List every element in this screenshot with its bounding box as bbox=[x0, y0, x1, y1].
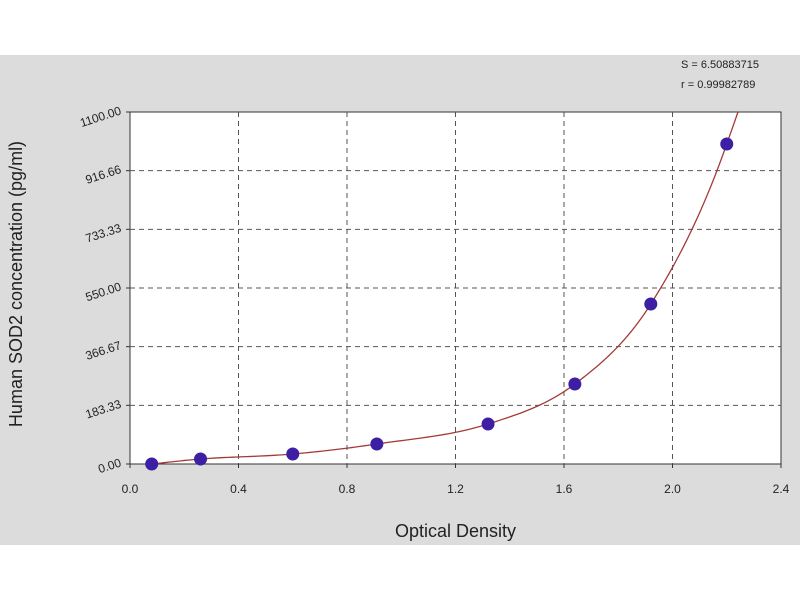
y-tick-label: 1100.00 bbox=[78, 103, 123, 130]
data-point bbox=[568, 377, 582, 391]
data-point bbox=[194, 452, 208, 466]
x-axis-title: Optical Density bbox=[395, 521, 516, 541]
x-axis-ticks: 0.0 0.4 0.8 1.2 1.6 2.0 2.4 bbox=[122, 464, 790, 496]
grid bbox=[130, 112, 781, 464]
data-point bbox=[720, 137, 734, 151]
y-tick-label: 550.00 bbox=[84, 279, 124, 304]
x-tick-label: 1.6 bbox=[556, 482, 573, 496]
x-tick-label: 0.0 bbox=[122, 482, 139, 496]
fit-stat-r: r = 0.99982789 bbox=[681, 79, 755, 91]
x-tick-label: 0.4 bbox=[230, 482, 247, 496]
x-tick-label: 1.2 bbox=[447, 482, 464, 496]
y-tick-label: 916.66 bbox=[84, 162, 124, 187]
data-points bbox=[145, 137, 734, 471]
data-point bbox=[286, 447, 300, 461]
x-tick-label: 2.4 bbox=[773, 482, 790, 496]
data-point bbox=[370, 437, 384, 451]
data-point bbox=[145, 457, 159, 471]
y-axis-title: Human SOD2 concentration (pg/ml) bbox=[6, 141, 26, 427]
x-tick-label: 0.8 bbox=[339, 482, 356, 496]
data-point bbox=[644, 297, 658, 311]
fit-curve bbox=[146, 111, 739, 465]
y-tick-label: 733.33 bbox=[84, 221, 124, 246]
y-axis-ticks: 0.00 183.33 366.67 550.00 733.33 916.66 1100.0… bbox=[78, 103, 130, 476]
x-tick-label: 2.0 bbox=[664, 482, 681, 496]
data-point bbox=[481, 417, 495, 431]
y-tick-label: 0.00 bbox=[96, 455, 123, 476]
y-tick-label: 183.33 bbox=[84, 397, 124, 422]
fit-stat-s: S = 6.50883715 bbox=[681, 59, 759, 71]
y-tick-label: 366.67 bbox=[84, 338, 124, 363]
